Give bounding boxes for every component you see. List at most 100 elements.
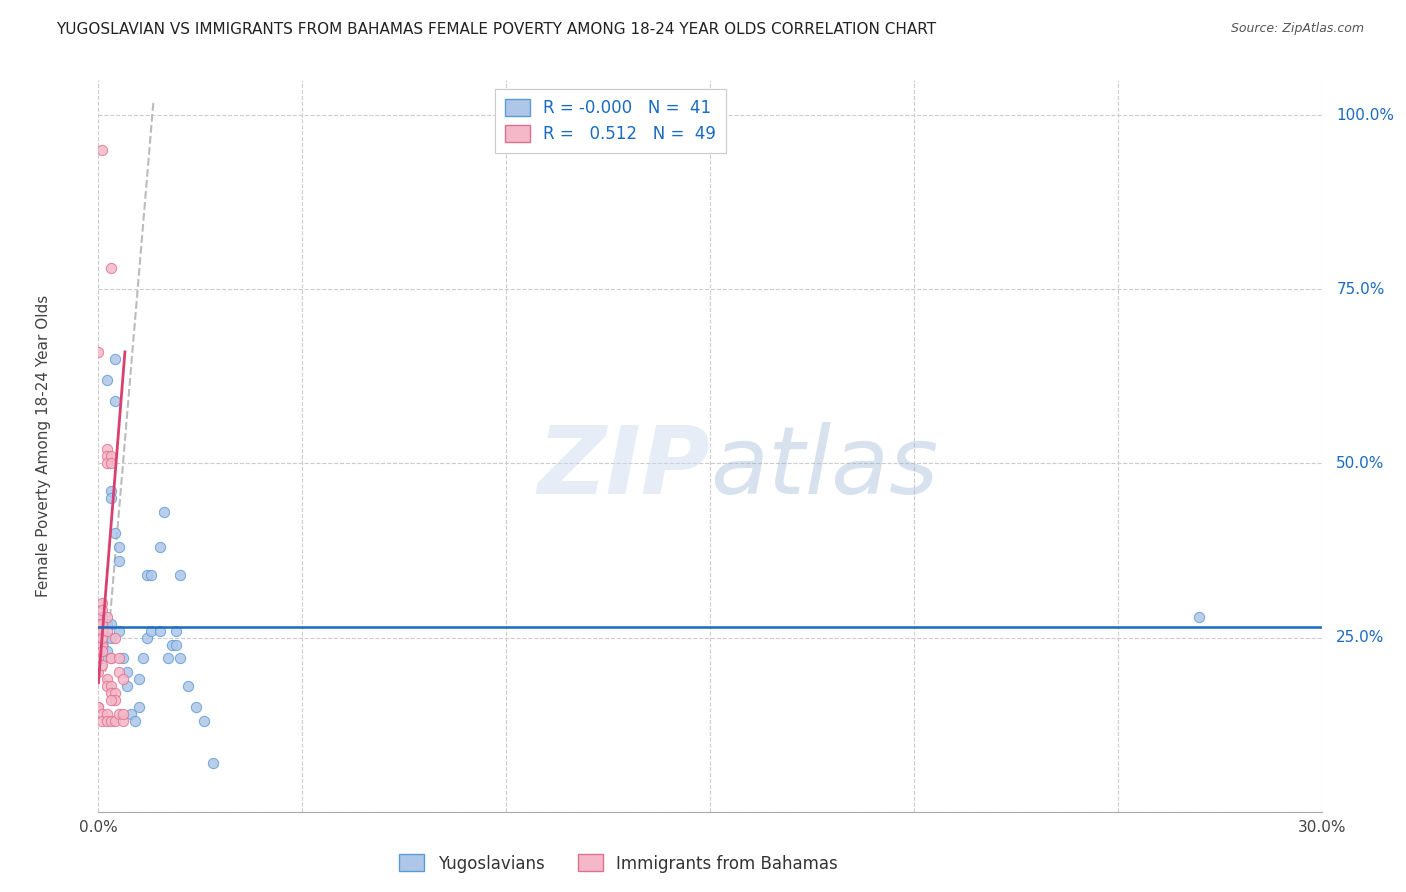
Point	[91, 609, 114, 624]
Point	[87, 644, 110, 658]
Point	[160, 638, 183, 652]
Point	[91, 651, 114, 665]
Point	[128, 673, 150, 687]
Point	[177, 679, 200, 693]
Point	[104, 393, 127, 408]
Point	[100, 631, 122, 645]
Point	[186, 700, 208, 714]
Point	[100, 491, 122, 506]
Point	[91, 714, 114, 728]
Text: 100.0%: 100.0%	[1336, 108, 1395, 122]
Text: atlas: atlas	[710, 423, 938, 514]
Point	[96, 644, 118, 658]
Point	[91, 143, 114, 157]
Point	[104, 631, 127, 645]
Point	[91, 707, 114, 722]
Point	[111, 707, 134, 722]
Point	[91, 644, 114, 658]
Point	[201, 756, 224, 770]
Point	[87, 631, 110, 645]
Text: 25.0%: 25.0%	[1336, 630, 1385, 645]
Point	[104, 526, 127, 541]
Point	[96, 609, 118, 624]
Point	[108, 540, 131, 554]
Point	[111, 673, 134, 687]
Point	[128, 700, 150, 714]
Point	[96, 450, 118, 464]
Text: Female Poverty Among 18-24 Year Olds: Female Poverty Among 18-24 Year Olds	[37, 295, 51, 597]
Point	[100, 457, 122, 471]
Point	[91, 631, 114, 645]
Point	[87, 616, 110, 631]
Point	[87, 345, 110, 359]
Point	[108, 554, 131, 568]
Point	[149, 624, 172, 638]
Point	[91, 624, 114, 638]
Point	[100, 616, 122, 631]
Point	[136, 631, 159, 645]
Point	[115, 679, 138, 693]
Text: Source: ZipAtlas.com: Source: ZipAtlas.com	[1230, 22, 1364, 36]
Point	[87, 651, 110, 665]
Point	[100, 651, 122, 665]
Point	[96, 673, 118, 687]
Point	[169, 651, 191, 665]
Point	[136, 567, 159, 582]
Point	[87, 700, 110, 714]
Point	[111, 714, 134, 728]
Point	[91, 596, 114, 610]
Text: YUGOSLAVIAN VS IMMIGRANTS FROM BAHAMAS FEMALE POVERTY AMONG 18-24 YEAR OLDS CORR: YUGOSLAVIAN VS IMMIGRANTS FROM BAHAMAS F…	[56, 22, 936, 37]
Point	[91, 616, 114, 631]
Point	[156, 651, 179, 665]
Point	[141, 624, 163, 638]
Point	[108, 624, 131, 638]
Point	[1188, 609, 1211, 624]
Point	[108, 707, 131, 722]
Point	[87, 609, 110, 624]
Point	[91, 658, 114, 673]
Point	[96, 373, 118, 387]
Point	[124, 714, 146, 728]
Point	[91, 603, 114, 617]
Text: ZIP: ZIP	[537, 422, 710, 514]
Point	[149, 540, 172, 554]
Legend: R = -0.000   N =  41, R =   0.512   N =  49: R = -0.000 N = 41, R = 0.512 N = 49	[495, 88, 725, 153]
Point	[100, 450, 122, 464]
Point	[108, 651, 131, 665]
Point	[96, 616, 118, 631]
Point	[96, 457, 118, 471]
Point	[96, 679, 118, 693]
Point	[100, 261, 122, 276]
Point	[91, 638, 114, 652]
Point	[104, 714, 127, 728]
Point	[100, 693, 122, 707]
Point	[87, 624, 110, 638]
Point	[104, 686, 127, 700]
Point	[96, 442, 118, 457]
Point	[165, 638, 187, 652]
Point	[111, 651, 134, 665]
Point	[91, 638, 114, 652]
Point	[91, 624, 114, 638]
Point	[100, 651, 122, 665]
Point	[87, 638, 110, 652]
Text: 50.0%: 50.0%	[1336, 456, 1385, 471]
Point	[100, 484, 122, 499]
Point	[100, 686, 122, 700]
Point	[100, 714, 122, 728]
Point	[120, 707, 142, 722]
Point	[87, 665, 110, 680]
Point	[104, 351, 127, 366]
Legend: Yugoslavians, Immigrants from Bahamas: Yugoslavians, Immigrants from Bahamas	[392, 847, 845, 880]
Point	[169, 567, 191, 582]
Point	[152, 505, 174, 519]
Point	[87, 700, 110, 714]
Point	[165, 624, 187, 638]
Point	[141, 567, 163, 582]
Point	[115, 665, 138, 680]
Point	[100, 679, 122, 693]
Text: 75.0%: 75.0%	[1336, 282, 1385, 297]
Point	[104, 693, 127, 707]
Point	[96, 707, 118, 722]
Point	[96, 714, 118, 728]
